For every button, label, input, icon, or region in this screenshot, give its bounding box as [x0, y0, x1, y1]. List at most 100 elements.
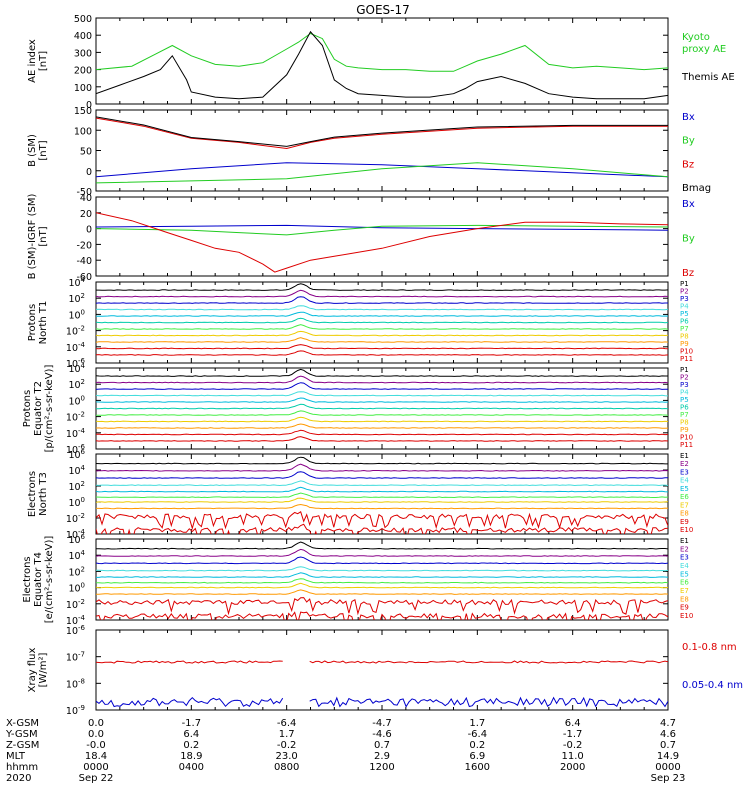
legend-label-Bmag: Bmag — [682, 183, 711, 194]
y-tick-label: 300 — [74, 48, 92, 59]
footer-row-label: Y-GSM — [5, 729, 38, 740]
panel-frame — [95, 453, 669, 535]
footer-row-label: 2020 — [6, 773, 31, 784]
legend-label-E1: E1 — [680, 452, 689, 460]
panel-3: -60 -40 -20 0 20 40 B (SM)-IGRF (SM)[nT] Bx By Bz — [27, 193, 695, 283]
series-line-0-05-0-4-nm — [309, 696, 668, 708]
legend-label-E2: E2 — [680, 545, 689, 553]
footer-cell: 0000 — [83, 762, 108, 773]
y-tick-label: 106 — [68, 448, 85, 461]
series-line-P5 — [96, 311, 668, 317]
legend-label-P9: P9 — [680, 426, 689, 434]
series-line-Bx — [96, 162, 668, 178]
chart-title: GOES-17 — [356, 3, 410, 17]
series-line-E10 — [96, 611, 668, 620]
series-group — [96, 116, 668, 184]
legend-label-By: By — [682, 136, 695, 147]
series-line-E9 — [96, 511, 668, 531]
y-tick-label: 10-2 — [66, 325, 85, 338]
series-line-By — [96, 162, 668, 184]
y-tick-label: 100 — [74, 83, 92, 94]
legend-label-E6: E6 — [680, 493, 689, 501]
series-line-Bmag — [96, 116, 668, 147]
legend-label-E4: E4 — [680, 477, 689, 485]
footer-cell: 2.9 — [374, 751, 390, 762]
footer-cell: -1.7 — [563, 729, 583, 740]
footer-cell: 1.7 — [279, 729, 295, 740]
y-tick-label: 100 — [68, 394, 85, 407]
series-line-E3 — [96, 471, 668, 479]
y-tick-label: 104 — [68, 276, 85, 289]
legend-label-By: By — [682, 234, 695, 245]
legend-label-E3: E3 — [680, 468, 689, 476]
panel-frame — [95, 196, 669, 277]
footer-cell: 4.7 — [660, 718, 676, 729]
series-line-0-1-0-8-nm — [309, 660, 668, 664]
y-tick-label: 10-2 — [66, 598, 85, 611]
footer-cell: -4.6 — [372, 729, 392, 740]
y-axis-label: ProtonsNorth T1 — [27, 301, 49, 345]
series-line-E6 — [96, 492, 668, 499]
y-tick-label: 150 — [74, 106, 92, 117]
series-line-0-05-0-4-nm — [96, 697, 284, 708]
series-line-Kyoto-proxy-AE — [96, 32, 668, 72]
legend-label-P2: P2 — [680, 374, 689, 382]
y-tick-label: 102 — [68, 292, 85, 305]
legend-label-E10: E10 — [680, 526, 693, 534]
legend-label-E2: E2 — [680, 460, 689, 468]
legend-label-P10: P10 — [680, 434, 693, 442]
y-axis-label: ElectronsNorth T3 — [27, 471, 49, 517]
legend-label-P5: P5 — [680, 396, 689, 404]
footer-cell: Sep 22 — [79, 773, 114, 784]
series-line-By — [96, 224, 668, 236]
series-line-P4 — [96, 305, 668, 311]
legend-label-P3: P3 — [680, 295, 689, 303]
y-tick-label: 200 — [74, 66, 92, 77]
footer-cell: -0.2 — [563, 740, 583, 751]
orbit-time-footer: X-GSMY-GSMZ-GSMMLThhmm20200.00.0-0.018.4… — [5, 718, 685, 784]
series-line-P9 — [96, 337, 668, 343]
legend-label-Bx: Bx — [682, 199, 695, 210]
legend-label-E5: E5 — [680, 570, 689, 578]
y-tick-label: 10-2 — [66, 512, 85, 525]
footer-cell: 14.9 — [657, 751, 679, 762]
series-line-Bx — [96, 224, 668, 231]
footer-cell: 0.0 — [88, 718, 104, 729]
y-tick-label: 102 — [68, 378, 85, 391]
footer-cell: 0.7 — [374, 740, 390, 751]
y-tick-label: 0 — [86, 100, 92, 111]
footer-cell: 18.4 — [85, 751, 107, 762]
footer-cell: -1.7 — [182, 718, 202, 729]
series-group — [96, 283, 668, 356]
y-tick-label: 100 — [68, 308, 85, 321]
footer-cell: 6.4 — [183, 729, 199, 740]
legend-label-E5: E5 — [680, 485, 689, 493]
y-tick-label: 10-4 — [66, 427, 86, 440]
legend-label-P7: P7 — [680, 411, 689, 419]
footer-cell: -6.4 — [468, 729, 488, 740]
y-tick-label: 104 — [68, 362, 85, 375]
y-tick-label: 10-7 — [66, 651, 85, 664]
legend-label-P10: P10 — [680, 348, 693, 356]
series-line-E5 — [96, 572, 668, 578]
y-tick-label: 106 — [68, 533, 85, 546]
legend-label-P5: P5 — [680, 310, 689, 318]
series-line-P11 — [96, 350, 668, 356]
footer-cell: 6.4 — [565, 718, 581, 729]
legend-label-P9: P9 — [680, 340, 689, 348]
series-line-Themis-AE — [96, 30, 668, 100]
series-group — [96, 212, 668, 273]
panel-frame — [95, 17, 669, 105]
series-line-P11 — [96, 436, 668, 442]
y-tick-label: 102 — [68, 565, 85, 578]
series-line-E10 — [96, 523, 668, 534]
legend-label-0-1-0-8-nm: 0.1-0.8 nm — [682, 642, 737, 653]
legend-label-Bz: Bz — [682, 159, 694, 170]
series-line-E7 — [96, 582, 668, 589]
y-axis-label: ElectronsEquator T4[e/(cm²-s-sr-keV)] — [22, 536, 55, 624]
footer-cell: 0400 — [179, 762, 204, 773]
footer-cell: -4.7 — [372, 718, 392, 729]
